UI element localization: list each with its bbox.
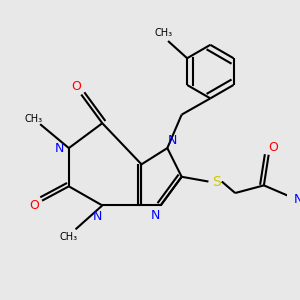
Text: O: O (29, 199, 39, 212)
Text: CH₃: CH₃ (154, 28, 172, 38)
Text: CH₃: CH₃ (60, 232, 78, 242)
Text: N: N (294, 193, 300, 206)
Text: O: O (71, 80, 81, 93)
Text: N: N (167, 134, 177, 147)
Text: N: N (93, 210, 102, 224)
Text: CH₃: CH₃ (24, 114, 43, 124)
Text: N: N (55, 142, 64, 154)
Text: O: O (268, 141, 278, 154)
Text: S: S (212, 175, 220, 189)
Text: N: N (151, 208, 160, 221)
